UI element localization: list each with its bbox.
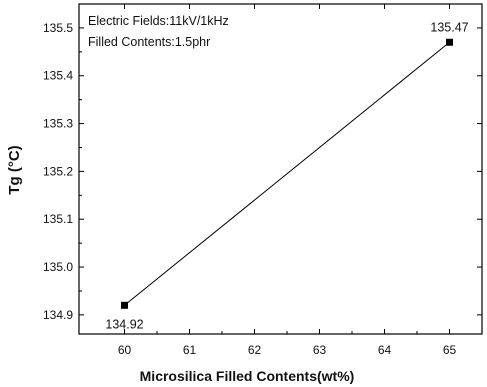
y-tick-label: 135.2	[43, 164, 73, 178]
x-tick-label: 60	[118, 343, 132, 357]
x-tick-label: 63	[313, 343, 327, 357]
series-line	[124, 41, 450, 306]
data-point	[446, 38, 453, 46]
y-tick-label: 135.4	[43, 69, 73, 83]
y-tick-label: 135.1	[43, 212, 73, 226]
x-axis-title: Microsilica Filled Contents(wt%)	[140, 368, 355, 384]
data-point	[121, 301, 128, 309]
y-axis-title: Tg (°C)	[6, 145, 23, 194]
axis-ticks: 134.9 135.0 135.1 135.2 135.3 135.4 135.5 60 61 6…	[43, 4, 482, 357]
annotation-line-1: Electric Fields:11kV/1kHz	[88, 14, 229, 28]
y-tick-label: 134.9	[43, 308, 73, 322]
x-tick-label: 64	[378, 343, 392, 357]
y-tick-label: 135.0	[43, 260, 73, 274]
x-tick-label: 61	[183, 343, 197, 357]
annotation-line-2: Filled Contents:1.5phr	[88, 35, 210, 49]
y-tick-label: 135.5	[43, 21, 73, 35]
data-label: 135.47	[430, 20, 468, 34]
data-series: 134.92 135.47	[105, 20, 468, 331]
data-label: 134.92	[105, 317, 143, 331]
x-tick-label: 65	[443, 343, 457, 357]
y-tick-label: 135.3	[43, 117, 73, 131]
plot-frame	[78, 3, 483, 335]
plot-axes	[78, 3, 483, 335]
x-tick-label: 62	[248, 343, 262, 357]
